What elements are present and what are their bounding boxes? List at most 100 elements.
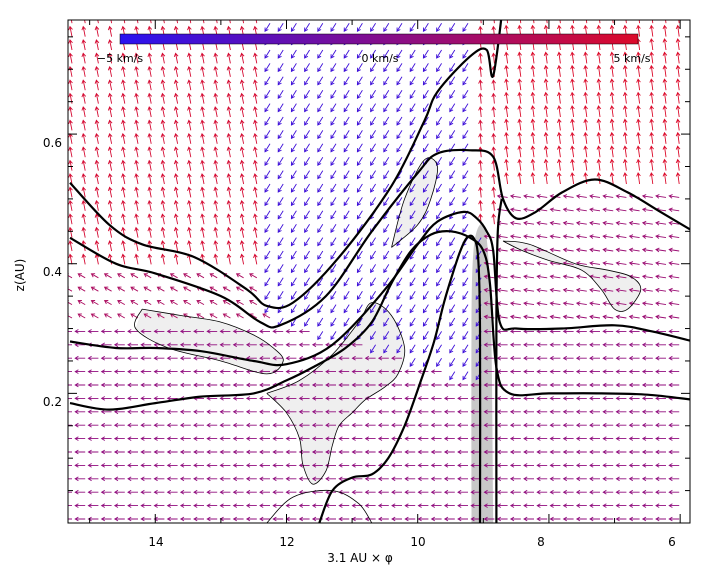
velocity-arrow <box>219 369 231 374</box>
velocity-arrow <box>443 396 455 401</box>
velocity-arrow <box>549 396 561 401</box>
velocity-arrow <box>370 331 376 341</box>
velocity-arrow <box>543 91 549 104</box>
velocity-arrow <box>409 76 416 86</box>
velocity-arrow <box>523 382 534 388</box>
velocity-arrow <box>74 516 86 522</box>
velocity-arrow <box>113 463 125 468</box>
velocity-arrow <box>160 199 166 211</box>
velocity-arrow <box>496 247 508 253</box>
velocity-arrow <box>509 194 521 199</box>
velocity-arrow <box>370 103 376 113</box>
velocity-arrow <box>187 65 192 77</box>
velocity-arrow <box>107 79 113 91</box>
velocity-arrow <box>264 264 271 274</box>
velocity-arrow <box>422 130 429 140</box>
velocity-arrow <box>232 369 244 374</box>
velocity-arrow <box>253 253 258 265</box>
velocity-arrow <box>239 199 245 211</box>
velocity-arrow <box>668 409 680 415</box>
velocity-arrow <box>417 489 429 495</box>
velocity-arrow <box>325 516 336 522</box>
velocity-arrow <box>449 116 456 126</box>
velocity-arrow <box>259 369 270 374</box>
velocity-arrow <box>226 106 232 118</box>
velocity-arrow <box>147 119 153 131</box>
velocity-arrow <box>81 106 87 118</box>
velocity-arrow <box>575 463 587 468</box>
velocity-arrow <box>562 301 574 306</box>
velocity-arrow <box>94 52 100 64</box>
velocity-arrow <box>615 287 627 293</box>
velocity-arrow <box>264 250 271 260</box>
velocity-arrow <box>509 382 521 388</box>
velocity-arrow <box>589 422 600 428</box>
velocity-arrow <box>68 25 73 37</box>
velocity-arrow <box>655 355 666 361</box>
velocity-arrow <box>609 91 615 104</box>
velocity-arrow <box>68 518 72 520</box>
velocity-arrow <box>343 250 350 260</box>
velocity-arrow <box>338 355 350 361</box>
velocity-arrow <box>615 247 627 253</box>
velocity-arrow <box>478 106 483 118</box>
velocity-arrow <box>417 436 429 441</box>
velocity-arrow <box>193 382 204 388</box>
velocity-arrow <box>107 199 113 211</box>
velocity-arrow <box>628 207 640 213</box>
velocity-arrow <box>94 240 100 252</box>
velocity-arrow <box>245 422 257 428</box>
velocity-arrow <box>383 170 390 180</box>
velocity-arrow <box>417 449 429 455</box>
velocity-arrow <box>396 317 403 327</box>
velocity-arrow <box>94 106 100 118</box>
velocity-arrow <box>562 247 574 253</box>
velocity-arrow <box>304 290 310 300</box>
velocity-arrow <box>127 422 138 428</box>
velocity-arrow <box>602 220 614 226</box>
velocity-arrow <box>338 516 350 522</box>
velocity-arrow <box>575 274 587 280</box>
velocity-arrow <box>134 65 139 77</box>
velocity-arrow <box>523 301 535 306</box>
velocity-arrow <box>462 170 469 180</box>
velocity-arrow <box>213 65 219 77</box>
velocity-arrow <box>213 92 219 104</box>
velocity-arrow <box>530 172 536 185</box>
velocity-arrow <box>602 422 614 428</box>
velocity-arrow <box>662 38 668 51</box>
velocity-arrow <box>193 342 204 348</box>
velocity-arrow <box>462 344 469 354</box>
velocity-arrow <box>259 516 270 522</box>
velocity-arrow <box>285 422 297 428</box>
velocity-arrow <box>298 409 310 415</box>
velocity-arrow <box>343 317 350 327</box>
velocity-arrow <box>183 273 192 279</box>
velocity-arrow <box>641 396 653 401</box>
velocity-arrow <box>409 277 416 287</box>
velocity-arrow <box>383 49 390 59</box>
velocity-arrow <box>136 20 139 24</box>
velocity-arrow <box>391 516 402 522</box>
velocity-arrow <box>509 369 521 374</box>
velocity-arrow <box>396 223 403 233</box>
velocity-arrow <box>662 78 668 91</box>
velocity-arrow <box>68 371 72 373</box>
velocity-arrow <box>183 286 192 292</box>
density-contour-thick <box>318 234 482 523</box>
velocity-arrow <box>179 422 191 428</box>
velocity-arrow <box>187 159 192 171</box>
velocity-arrow <box>636 64 641 77</box>
velocity-arrow <box>213 119 219 131</box>
velocity-arrow <box>556 91 562 104</box>
velocity-arrow <box>523 287 535 293</box>
velocity-arrow <box>160 52 166 64</box>
velocity-arrow <box>662 158 668 171</box>
velocity-arrow <box>602 314 614 320</box>
velocity-arrow <box>383 63 390 73</box>
velocity-arrow <box>317 290 324 300</box>
velocity-arrow <box>662 131 668 144</box>
velocity-arrow <box>396 156 403 166</box>
velocity-arrow <box>491 52 496 64</box>
velocity-arrow <box>491 146 496 158</box>
